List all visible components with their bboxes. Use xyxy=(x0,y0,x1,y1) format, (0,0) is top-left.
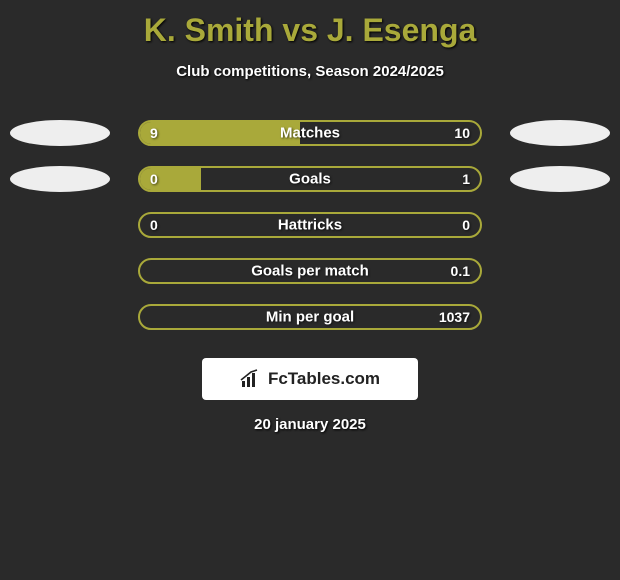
stat-bar: Min per goal 1037 xyxy=(138,304,482,330)
stat-bar: Goals per match 0.1 xyxy=(138,258,482,284)
stat-right-value: 1 xyxy=(462,171,470,187)
subtitle: Club competitions, Season 2024/2025 xyxy=(0,63,620,80)
stat-bar: 9 Matches 10 xyxy=(138,120,482,146)
player-pill-left xyxy=(10,120,110,146)
stat-label: Min per goal xyxy=(266,309,354,326)
stat-row: 0 Goals 1 xyxy=(0,156,620,202)
stat-label: Goals xyxy=(289,171,331,188)
stat-row: Min per goal 1037 xyxy=(0,294,620,340)
stat-row: Goals per match 0.1 xyxy=(0,248,620,294)
stat-label: Matches xyxy=(280,125,340,142)
stat-right-value: 10 xyxy=(454,125,470,141)
comparison-chart: 9Matches100Goals10Hattricks0Goals per ma… xyxy=(0,110,620,340)
stat-bar: 0 Goals 1 xyxy=(138,166,482,192)
logo-text: FcTables.com xyxy=(268,369,380,389)
date: 20 january 2025 xyxy=(0,416,620,433)
player-pill-right xyxy=(510,166,610,192)
stat-left-value: 0 xyxy=(150,217,158,233)
stat-bar-fill xyxy=(140,122,300,144)
logo-box: FcTables.com xyxy=(202,358,418,400)
stat-right-value: 0.1 xyxy=(451,263,470,279)
stat-label: Hattricks xyxy=(278,217,342,234)
stat-left-value: 9 xyxy=(150,125,158,141)
stat-left-value: 0 xyxy=(150,171,158,187)
stat-label: Goals per match xyxy=(251,263,369,280)
chart-icon xyxy=(240,369,262,389)
player-pill-right xyxy=(510,120,610,146)
stat-row: 0 Hattricks 0 xyxy=(0,202,620,248)
stat-right-value: 1037 xyxy=(439,309,470,325)
stat-row: 9 Matches 10 xyxy=(0,110,620,156)
stat-bar: 0 Hattricks 0 xyxy=(138,212,482,238)
stat-right-value: 0 xyxy=(462,217,470,233)
player-pill-left xyxy=(10,166,110,192)
page-title: K. Smith vs J. Esenga xyxy=(0,0,620,49)
